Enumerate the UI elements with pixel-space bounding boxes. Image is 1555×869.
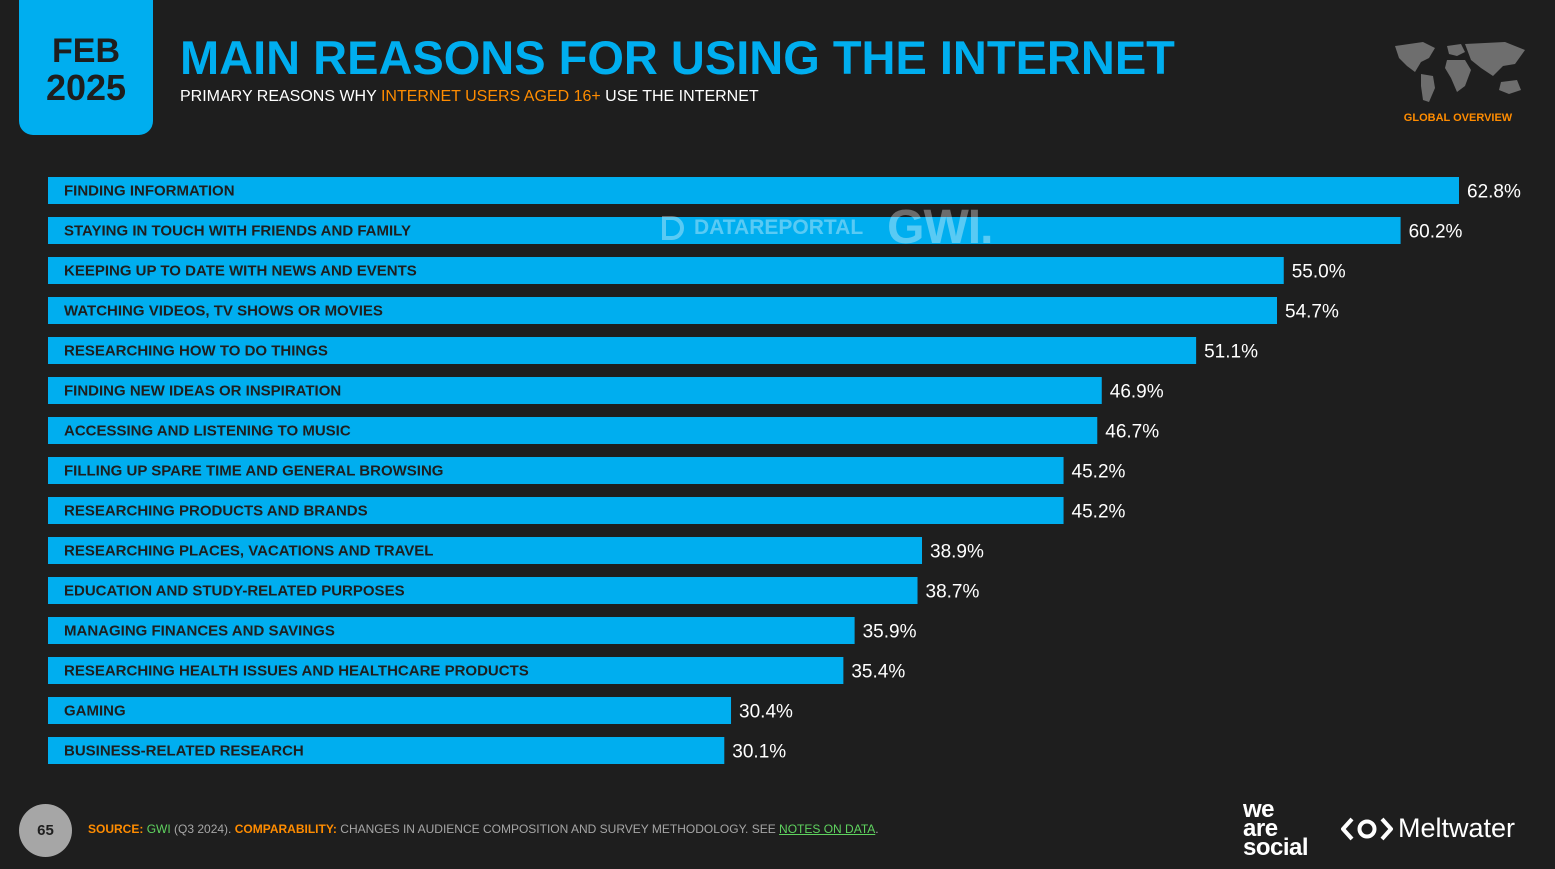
watermark-datareportal: DATAREPORTAL — [694, 215, 864, 239]
bar-value-label: 62.8% — [1467, 182, 1521, 203]
we-are-social-logo: we are social — [1243, 796, 1309, 861]
subtitle-pre: PRIMARY REASONS WHY — [180, 88, 381, 105]
bar-value-label: 46.9% — [1110, 382, 1164, 403]
subtitle-highlight: INTERNET USERS AGED 16+ — [380, 88, 601, 105]
bar — [48, 577, 918, 604]
bar-category-label: WATCHING VIDEOS, TV SHOWS OR MOVIES — [64, 303, 383, 320]
bar-value-label: 30.1% — [732, 742, 786, 763]
bar — [48, 737, 725, 764]
bar — [48, 297, 1278, 324]
date-month: FEB — [52, 31, 120, 70]
bar-category-label: RESEARCHING HOW TO DO THINGS — [64, 343, 328, 360]
bar — [48, 177, 1459, 204]
bar-value-label: 51.1% — [1204, 342, 1258, 363]
subtitle-post: USE THE INTERNET — [600, 88, 759, 105]
bar — [48, 337, 1197, 364]
bar-value-label: 38.9% — [930, 542, 984, 563]
bar-value-label: 35.9% — [863, 622, 917, 643]
bar-value-label: 45.2% — [1072, 462, 1126, 483]
bar — [48, 617, 855, 644]
bar-value-label: 35.4% — [851, 662, 905, 683]
bar-category-label: RESEARCHING PRODUCTS AND BRANDS — [64, 503, 368, 520]
logo-word-social: social — [1243, 834, 1309, 861]
bar — [48, 257, 1284, 284]
bar — [48, 417, 1098, 444]
notes-on-data-link[interactable]: NOTES ON DATA — [779, 822, 876, 836]
source-key: SOURCE: — [88, 822, 144, 836]
date-badge: FEB 2025 — [19, 0, 153, 135]
bar-category-label: ACCESSING AND LISTENING TO MUSIC — [64, 423, 351, 440]
bar-category-label: FINDING NEW IDEAS OR INSPIRATION — [64, 383, 341, 400]
world-map-icon — [1395, 42, 1525, 102]
bar-value-label: 38.7% — [926, 582, 980, 603]
meltwater-wordmark: Meltwater — [1398, 813, 1516, 843]
bar — [48, 497, 1064, 524]
source-end: . — [875, 822, 879, 836]
bar — [48, 697, 732, 724]
bar-category-label: EDUCATION AND STUDY-RELATED PURPOSES — [64, 583, 405, 600]
bar — [48, 217, 1401, 244]
comparability-key: COMPARABILITY: — [234, 822, 337, 836]
bar-category-label: MANAGING FINANCES AND SAVINGS — [64, 623, 335, 640]
datareportal-logo-icon — [662, 215, 684, 240]
bar-category-label: STAYING IN TOUCH WITH FRIENDS AND FAMILY — [64, 223, 411, 240]
page-number: 65 — [19, 804, 72, 857]
bar-value-label: 45.2% — [1072, 502, 1126, 523]
bar-value-label: 60.2% — [1409, 222, 1463, 243]
logo-word-we: we — [1243, 796, 1275, 823]
bar-value-label: 55.0% — [1292, 262, 1346, 283]
bar — [48, 657, 844, 684]
meltwater-mark-icon — [1341, 817, 1393, 840]
bar-category-label: GAMING — [64, 703, 126, 720]
bar-category-label: KEEPING UP TO DATE WITH NEWS AND EVENTS — [64, 263, 417, 280]
bar-category-label: BUSINESS-RELATED RESEARCH — [64, 743, 304, 760]
logo-word-are: are — [1243, 815, 1278, 842]
watermark-gwi: GWI. — [887, 201, 993, 254]
date-year: 2025 — [45, 66, 127, 108]
meltwater-logo: Meltwater — [1340, 813, 1515, 844]
bar-value-label: 30.4% — [739, 702, 793, 723]
bar-value-label: 54.7% — [1285, 302, 1339, 323]
region-label: GLOBAL OVERVIEW — [1403, 112, 1513, 124]
source-period: (Q3 2024). — [170, 822, 235, 836]
bar — [48, 537, 923, 564]
page-subtitle: PRIMARY REASONS WHY INTERNET USERS AGED … — [180, 88, 759, 106]
source-note: SOURCE: GWI (Q3 2024). COMPARABILITY: CH… — [88, 822, 879, 836]
page-title: MAIN REASONS FOR USING THE INTERNET — [180, 31, 1175, 84]
comparability-text: CHANGES IN AUDIENCE COMPOSITION AND SURV… — [336, 822, 780, 836]
bar-category-label: RESEARCHING PLACES, VACATIONS AND TRAVEL — [64, 543, 433, 560]
watermark: DATAREPORTAL GWI. — [660, 200, 993, 255]
bar-value-label: 46.7% — [1105, 422, 1159, 443]
bar — [48, 457, 1064, 484]
source-org: GWI — [146, 822, 171, 836]
bar-category-label: FINDING INFORMATION — [64, 183, 235, 200]
bar-category-label: FILLING UP SPARE TIME AND GENERAL BROWSI… — [64, 463, 443, 480]
bar-category-label: RESEARCHING HEALTH ISSUES AND HEALTHCARE… — [64, 663, 529, 680]
bar — [48, 377, 1102, 404]
